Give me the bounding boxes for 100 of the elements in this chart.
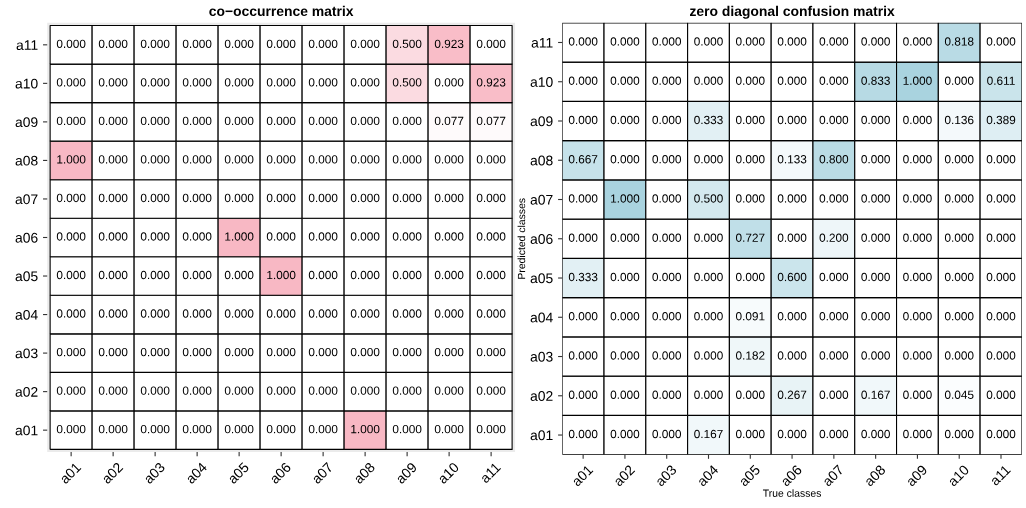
y-tick-label: a04 [15,309,38,320]
data-label: 0.000 [98,155,128,164]
data-label: 0.000 [98,116,128,126]
x-tick-label: a07 [311,461,334,485]
data-label: 0.000 [266,193,296,203]
x-tick-label: a02 [612,464,636,487]
data-label: 0.000 [56,39,86,48]
data-label: 0.000 [986,351,1016,360]
data-label: 0.000 [610,351,640,360]
data-label: 0.000 [392,424,422,434]
data-label: 0.000 [777,312,807,321]
x-tick-label: a03 [654,464,678,487]
data-label: 0.000 [819,272,849,282]
data-label: 0.000 [777,194,807,203]
data-label: 0.000 [224,386,254,395]
data-label: 0.000 [735,76,765,85]
data-label: 0.000 [652,312,682,321]
data-label: 0.000 [861,37,890,46]
x-tick-label: a11 [989,464,1011,487]
data-label: 0.000 [735,155,765,164]
data-label: 0.000 [777,76,807,85]
data-label: 0.000 [224,155,254,164]
data-label: 0.000 [568,233,598,242]
data-label: 0.133 [777,155,807,164]
data-label: 0.000 [434,155,464,164]
data-label: 0.000 [56,232,86,241]
x-tick-label: a04 [185,461,208,485]
data-label: 0.000 [652,429,682,439]
data-label: 0.000 [56,270,86,280]
data-label: 0.000 [694,155,723,164]
data-label: 0.000 [777,37,807,46]
data-label: 0.000 [986,272,1016,282]
data-label: 0.000 [944,351,974,360]
data-label: 0.167 [861,390,890,399]
data-label: 0.600 [777,272,807,282]
x-tick-label: a06 [779,464,803,487]
y-tick-label: a10 [530,77,553,87]
y-tick-label: a08 [15,155,38,166]
data-label: 0.000 [903,429,932,439]
x-tick-label: a05 [227,461,250,485]
data-label: 0.000 [986,37,1016,46]
data-label: 0.000 [266,386,296,395]
data-label: 0.000 [652,194,682,203]
data-label: 0.000 [944,312,974,321]
data-label: 0.136 [944,115,974,125]
data-label: 0.000 [610,272,640,282]
data-label: 0.000 [476,155,506,164]
data-label: 0.000 [350,232,380,241]
data-label: 0.000 [819,115,849,125]
data-label: 0.000 [98,193,128,203]
data-label: 0.000 [652,155,682,164]
data-label: 0.000 [308,309,338,318]
x-tick-label: a10 [437,461,460,485]
data-label: 0.500 [392,78,422,87]
y-tick-label: a02 [15,386,38,397]
data-label: 0.000 [98,39,128,48]
data-label: 0.000 [98,309,128,318]
x-tick-label: a04 [696,464,720,487]
data-label: 0.000 [182,232,212,241]
data-label: 0.000 [266,155,296,164]
data-label: 0.000 [652,76,682,85]
data-label: 0.000 [694,312,723,321]
data-label: 0.000 [224,309,254,318]
data-label: 0.000 [392,270,422,280]
data-label: 0.091 [735,312,765,321]
data-label: 0.000 [140,386,170,395]
data-label: 0.000 [861,233,890,242]
data-label: 0.000 [903,194,932,203]
data-label: 0.045 [944,390,974,399]
data-label: 0.000 [392,347,422,357]
data-label: 0.000 [944,194,974,203]
data-label: 0.000 [568,312,598,321]
data-label: 0.000 [182,39,212,48]
x-tick-label: a08 [353,461,376,485]
data-label: 0.167 [694,429,723,439]
data-label: 0.000 [98,78,128,87]
data-label: 0.818 [944,37,974,46]
data-label: 0.000 [944,233,974,242]
data-label: 0.000 [735,390,765,399]
data-label: 0.000 [350,270,380,280]
data-label: 0.000 [735,37,765,46]
data-label: 0.727 [735,233,765,242]
data-label: 0.000 [861,429,890,439]
data-label: 0.833 [861,76,890,85]
data-label: 0.000 [56,116,86,126]
data-label: 0.000 [652,115,682,125]
data-label: 0.000 [56,309,86,318]
data-label: 0.000 [903,312,932,321]
x-tick-label: a02 [101,461,124,485]
data-label: 0.000 [392,193,422,203]
data-label: 0.000 [140,347,170,357]
data-label: 0.000 [434,270,464,280]
data-label: 0.000 [308,155,338,164]
data-label: 0.000 [568,429,598,439]
data-label: 0.000 [140,78,170,87]
data-label: 0.000 [266,39,296,48]
data-label: 0.000 [56,424,86,434]
data-label: 0.000 [392,232,422,241]
y-tick-label: a05 [15,271,38,282]
data-label: 0.000 [140,309,170,318]
